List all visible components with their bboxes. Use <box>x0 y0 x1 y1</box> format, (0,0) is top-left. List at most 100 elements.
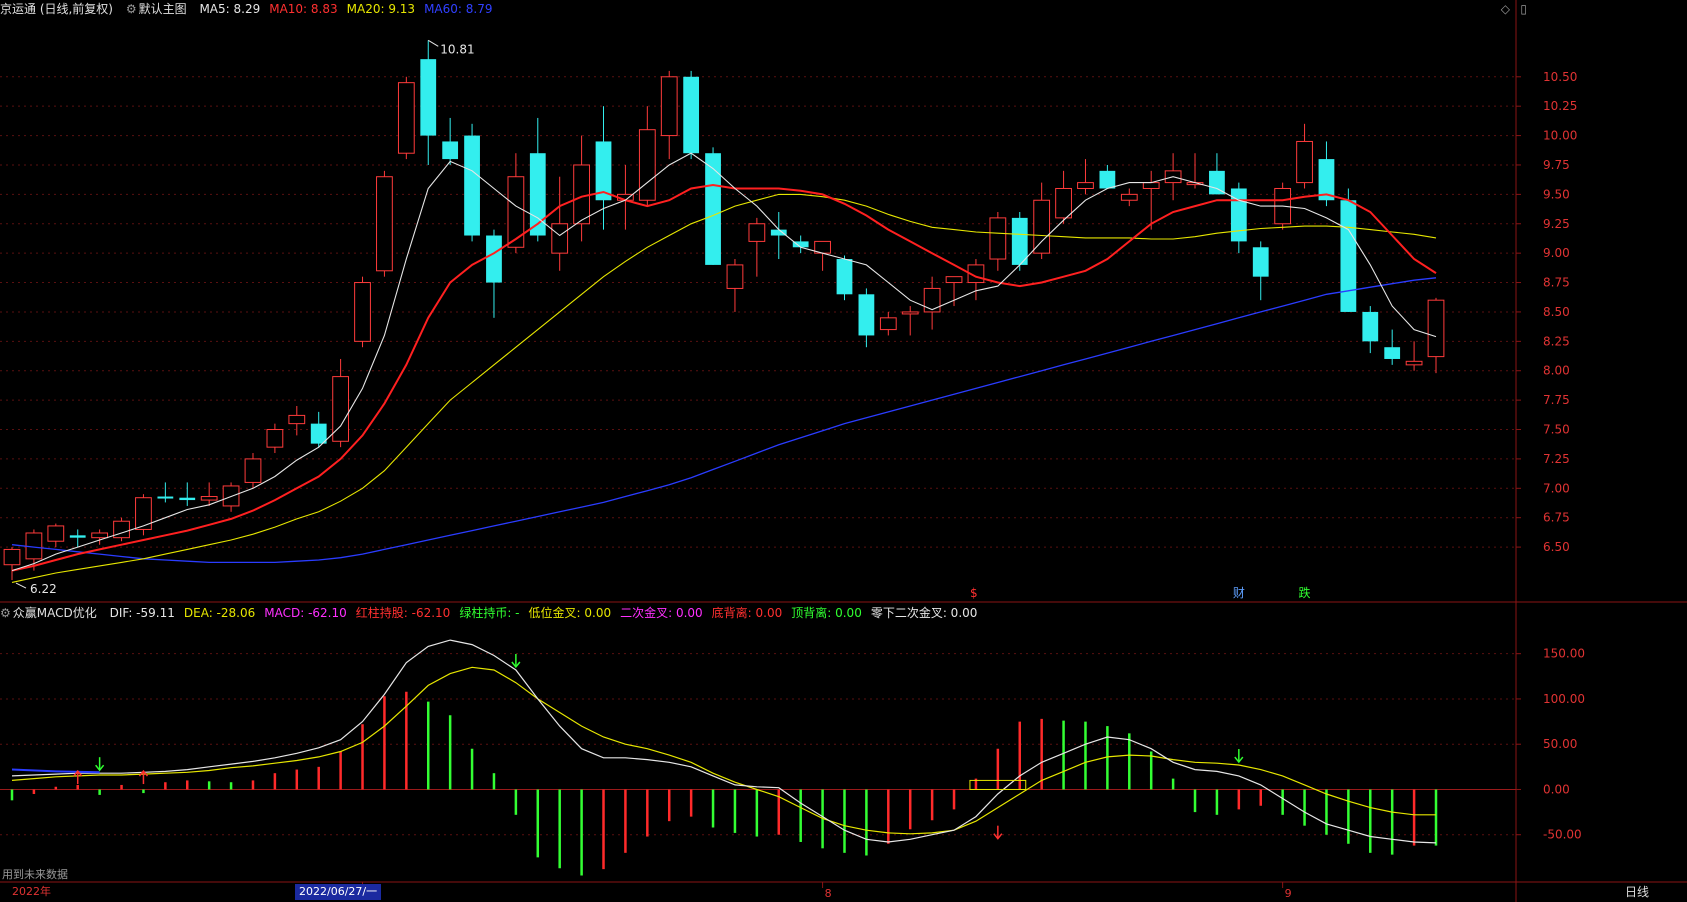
candle-body <box>901 311 919 315</box>
ma-value-3: MA60: 8.79 <box>424 2 493 16</box>
signal-arrow-up <box>138 769 149 777</box>
candle-body <box>442 141 459 160</box>
candle-body <box>310 423 327 444</box>
candle-body <box>1296 140 1313 184</box>
y-tick-label: 8.00 <box>1543 364 1570 378</box>
candle-body <box>244 458 262 483</box>
y-tick-label: 9.00 <box>1543 246 1570 260</box>
y-tick-label: 8.75 <box>1543 276 1570 290</box>
indicator-value-6: 二次金叉: 0.00 <box>620 606 703 620</box>
low-price-label: 6.22 <box>30 582 57 596</box>
candle-body <box>200 496 218 501</box>
y-tick-label: 50.00 <box>1543 737 1577 751</box>
indicator-value-4: 绿柱持币: - <box>459 606 520 620</box>
candle-body <box>1077 182 1094 189</box>
month-label: 8 <box>825 887 832 900</box>
main-header: 京运通 (日线,前复权) ⚙ 默认主图 MA5: 8.29 MA10: 8.83 MA… <box>0 0 510 18</box>
indicator-value-9: 零下二次金叉: 0.00 <box>870 606 978 620</box>
window-icon[interactable]: ▯ <box>1520 2 1527 16</box>
y-tick-label: 10.50 <box>1543 70 1577 84</box>
high-price-label: 10.81 <box>440 42 474 56</box>
candle-body <box>3 548 21 566</box>
candle-body <box>792 241 809 248</box>
candle-body <box>858 294 875 336</box>
y-tick-label: 0.00 <box>1543 782 1570 796</box>
ma-value-0: MA5: 8.29 <box>199 2 261 16</box>
y-tick-label: 7.75 <box>1543 393 1570 407</box>
candle-body <box>332 376 350 442</box>
indicator-header: ⚙ 众赢MACD优化 DIF: -59.11 DEA: -28.06 MACD: -6… <box>0 604 995 622</box>
candle-body <box>157 496 174 499</box>
gear-icon: ⚙ <box>125 2 137 16</box>
candle-body <box>1209 170 1225 195</box>
y-tick-label: 9.25 <box>1543 217 1570 231</box>
indicator-value-7: 底背离: 0.00 <box>711 606 783 620</box>
y-tick-label: 150.00 <box>1543 647 1585 661</box>
indicator-value-5: 低位金叉: 0.00 <box>528 606 612 620</box>
candle-body <box>923 287 941 313</box>
candle-body <box>945 276 963 284</box>
candle-body <box>1011 217 1028 265</box>
event-badge: 财 <box>1233 586 1245 600</box>
candle-body <box>879 317 897 331</box>
signal-arrow-down <box>95 764 105 772</box>
future-data-note: 用到未来数据 <box>2 868 68 881</box>
candle-body <box>1230 188 1247 242</box>
indicator-value-8: 顶背离: 0.00 <box>791 606 862 620</box>
y-tick-label: 8.25 <box>1543 334 1570 348</box>
candle-body <box>1120 193 1138 201</box>
candle-body <box>486 235 502 283</box>
period-label[interactable]: 日线 <box>1624 885 1649 899</box>
candle-body <box>1142 182 1160 189</box>
dea-line <box>11 666 1436 835</box>
candle-body <box>179 497 196 501</box>
year-label: 2022年 <box>12 885 51 898</box>
candle-body <box>573 164 590 225</box>
event-badge: $ <box>970 586 978 600</box>
blue-segment <box>11 768 100 774</box>
low-pointer <box>15 582 27 589</box>
candle-body <box>91 532 109 539</box>
y-tick-label: 10.25 <box>1543 99 1577 113</box>
candle-body <box>69 535 86 538</box>
y-tick-label: -50.00 <box>1543 828 1582 842</box>
candle-body <box>113 520 130 539</box>
ma60-line <box>11 277 1437 564</box>
indicator-name: 众赢MACD优化 <box>12 606 97 620</box>
signal-arrow-down <box>511 661 521 669</box>
signal-arrow-up <box>73 769 83 777</box>
main-panel-label[interactable]: ⚙ 默认主图 <box>126 2 187 16</box>
candle-body <box>660 76 678 137</box>
diamond-icon[interactable]: ◇ <box>1500 2 1510 16</box>
y-tick-label: 6.75 <box>1543 511 1570 525</box>
candle-body <box>288 414 306 425</box>
indicator-label[interactable]: ⚙ 众赢MACD优化 <box>0 606 97 620</box>
panel-name: 默认主图 <box>138 2 187 16</box>
y-tick-label: 7.00 <box>1543 481 1570 495</box>
candle-body <box>420 59 437 136</box>
indicator-values: DIF: -59.11 DEA: -28.06 MACD: -62.10 红柱持股: … <box>110 606 987 620</box>
candle-body <box>551 223 569 254</box>
indicator-value-3: 红柱持股: -62.10 <box>355 606 451 620</box>
high-pointer <box>427 39 439 47</box>
ma-value-2: MA20: 9.13 <box>346 2 416 16</box>
candle-body <box>1252 247 1269 277</box>
ma5-line <box>11 152 1437 572</box>
signal-arrow-down <box>1234 756 1244 764</box>
y-tick-label: 7.50 <box>1543 423 1570 437</box>
stock-title[interactable]: 京运通 (日线,前复权) <box>0 2 113 16</box>
y-tick-label: 9.75 <box>1543 158 1570 172</box>
candle-body <box>770 229 787 236</box>
candle-body <box>1405 360 1423 366</box>
indicator-value-0: DIF: -59.11 <box>109 606 175 620</box>
candle-body <box>1362 311 1379 342</box>
candle-body <box>266 429 284 448</box>
y-tick-label: 8.50 <box>1543 305 1570 319</box>
month-label: 9 <box>1285 887 1292 900</box>
candle-body <box>683 76 700 154</box>
candle-body <box>135 497 152 530</box>
indicator-value-1: DEA: -28.06 <box>183 606 256 620</box>
candle-body <box>1318 159 1335 201</box>
signal-arrow-down <box>993 833 1003 840</box>
